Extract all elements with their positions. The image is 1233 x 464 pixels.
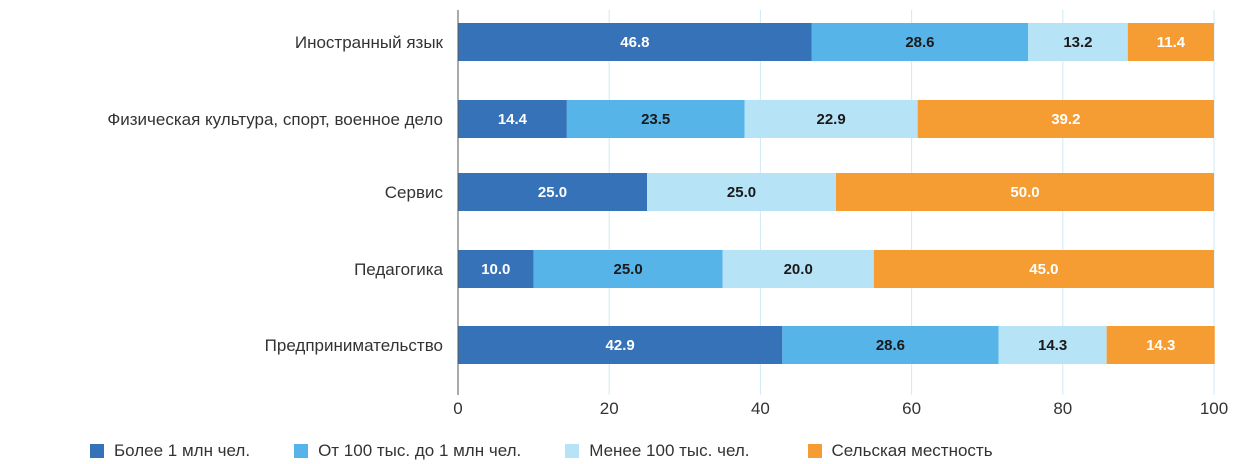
data-label: 20.0: [784, 261, 813, 278]
bar-segment: [458, 100, 567, 138]
data-label: 14.3: [1146, 337, 1175, 354]
data-label: 45.0: [1029, 261, 1058, 278]
legend-label: Сельская местность: [831, 441, 993, 460]
data-label: 10.0: [481, 261, 510, 278]
bar-segment: [722, 250, 874, 288]
data-label: 25.0: [538, 184, 567, 201]
legend-item: Более 1 млн чел.: [90, 441, 250, 461]
bar-segment: [917, 100, 1214, 138]
bar-segment: [458, 173, 647, 211]
legend-item: Менее 100 тыс. чел.: [565, 441, 750, 461]
x-tick-label: 0: [453, 399, 462, 418]
x-tick-label: 40: [751, 399, 770, 418]
data-label: 42.9: [606, 337, 635, 354]
chart-legend: Более 1 млн чел. От 100 тыс. до 1 млн чел…: [90, 438, 993, 464]
x-tick-label: 80: [1053, 399, 1072, 418]
x-tick-label: 100: [1200, 399, 1228, 418]
category-label: Педагогика: [354, 260, 443, 279]
legend-swatch: [90, 444, 104, 458]
legend-label: От 100 тыс. до 1 млн чел.: [318, 441, 522, 460]
category-label: Физическая культура, спорт, военное дело: [107, 110, 443, 129]
category-label: Предпринимательство: [265, 336, 443, 355]
bar-segment: [782, 326, 999, 364]
legend-swatch: [294, 444, 309, 458]
x-tick-label: 20: [600, 399, 619, 418]
data-label: 39.2: [1051, 111, 1080, 128]
chart-plot: 46.8 28.6 13.2 11.4 Иностранный язык 14.4 23.5…: [107, 10, 1228, 418]
bar-segment: [998, 326, 1107, 364]
category-label: Сервис: [385, 183, 444, 202]
legend-item: Сельская местность: [807, 441, 993, 461]
bar-segment: [1028, 23, 1128, 61]
bar-segment: [1127, 23, 1214, 61]
data-label: 46.8: [620, 34, 649, 51]
bar-segment: [458, 23, 812, 61]
legend-label: Более 1 млн чел.: [114, 441, 251, 460]
bar-segment: [647, 173, 836, 211]
bar-segment: [811, 23, 1029, 61]
data-label: 11.4: [1157, 34, 1186, 51]
bar-segment: [744, 100, 918, 138]
legend-item: От 100 тыс. до 1 млн чел.: [294, 441, 521, 461]
data-label: 50.0: [1010, 184, 1039, 201]
x-tick-label: 60: [902, 399, 921, 418]
legend-swatch: [807, 444, 822, 458]
legend-swatch: [565, 444, 580, 458]
category-label: Иностранный язык: [295, 33, 444, 52]
bar-segment: [458, 326, 783, 364]
data-label: 23.5: [641, 111, 670, 128]
data-label: 28.6: [876, 337, 905, 354]
bar-segment: [566, 100, 745, 138]
data-label: 14.3: [1038, 337, 1067, 354]
bar-segment: [533, 250, 723, 288]
bar-segment: [458, 250, 534, 288]
bar-segment: [836, 173, 1214, 211]
data-label: 13.2: [1063, 34, 1092, 51]
legend-label: Менее 100 тыс. чел.: [589, 441, 750, 460]
data-label: 25.0: [727, 184, 756, 201]
data-label: 28.6: [905, 34, 934, 51]
bar-segment: [1106, 326, 1215, 364]
data-label: 25.0: [613, 261, 642, 278]
data-label: 14.4: [498, 111, 528, 128]
data-label: 22.9: [816, 111, 845, 128]
bar-segment: [873, 250, 1214, 288]
